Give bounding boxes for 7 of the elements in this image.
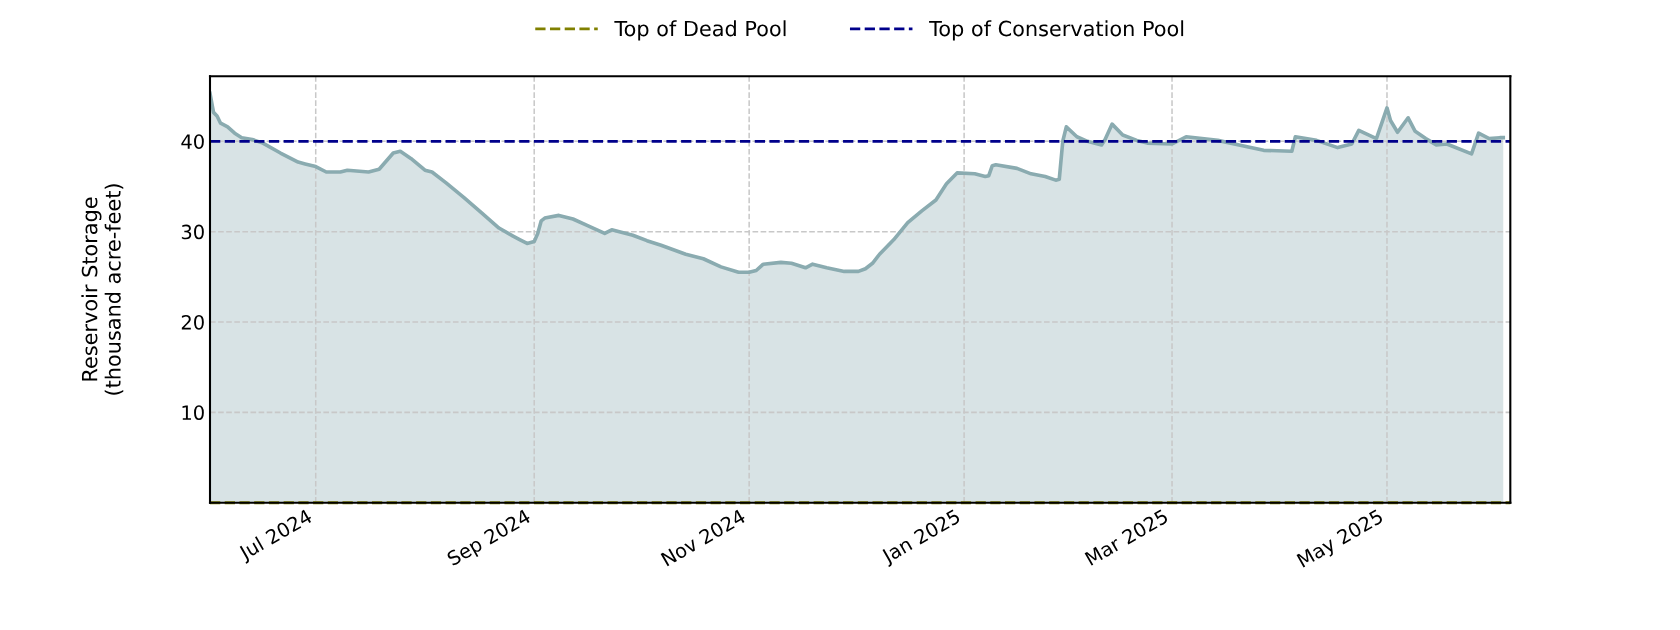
legend-label: Top of Dead Pool	[614, 20, 786, 41]
y-tick-label: 40	[181, 134, 204, 149]
y-tick-label: 20	[181, 314, 204, 330]
y-axis-title: Reservoir Storage (thousand acre-feet)	[81, 184, 124, 395]
legend-label: Top of Conservation Pool	[929, 20, 1184, 41]
y-tick-label: 30	[181, 224, 204, 240]
y-tick-label: 10	[182, 405, 204, 421]
